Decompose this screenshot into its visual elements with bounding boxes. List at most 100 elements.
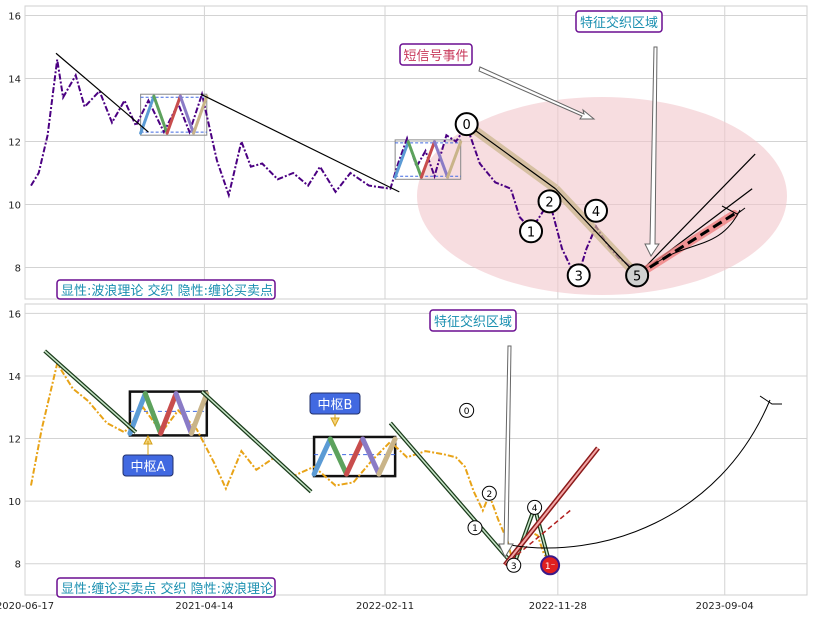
top-bottom-left-text: 显性:波浪理论 交织 隐性:缠论买卖点 — [61, 283, 273, 299]
x-tick-label: 2021-04-14 — [175, 601, 233, 612]
trend-line — [513, 507, 536, 566]
event-label: 短信号事件 — [399, 43, 473, 66]
y-tick-label: 10 — [8, 497, 21, 508]
event-label-text: 短信号事件 — [403, 49, 468, 64]
wave-segment — [188, 391, 210, 436]
y-tick-label: 14 — [8, 372, 21, 383]
trend-line — [466, 123, 556, 190]
wave-segment — [173, 391, 194, 436]
trend-line — [200, 93, 400, 193]
y-tick-label: 12 — [8, 137, 21, 148]
zhongshu-a-text: 中枢A — [131, 460, 166, 475]
wave-point-label: 1 — [527, 225, 535, 240]
top-bottom-left-label: 显性:波浪理论 交织 隐性:缠论买卖点 — [56, 279, 276, 300]
wave-point-label: 2 — [486, 490, 492, 500]
trend-line — [636, 153, 756, 276]
y-tick-label: 8 — [15, 560, 21, 571]
bottom-bottom-left-label: 显性:缠论买卖点 交织 隐性:波浪理论 — [56, 577, 276, 598]
wave-point-label: 0 — [463, 118, 471, 133]
region-label-top: 特征交织区域 — [575, 10, 663, 33]
wave-segment — [376, 436, 398, 477]
bottom-left-body: 缠论买卖点 交织 隐性:波浪理论 — [91, 581, 273, 597]
y-tick-label: 16 — [8, 309, 21, 320]
wave-point-label: 3 — [511, 562, 517, 572]
wave-point-label: 5 — [633, 269, 641, 284]
x-tick-labels: 2020-06-17 2021-04-14 2022-02-11 2022-11-28… — [0, 601, 754, 612]
y-tick-label: 8 — [15, 263, 21, 274]
wave-point-circle — [527, 499, 543, 515]
zhongshu-box — [394, 139, 462, 180]
wave-point-label: 1 — [472, 524, 478, 534]
wave-point-label: 3 — [575, 269, 583, 284]
bottom-wave-zigzags — [127, 391, 398, 477]
top-wave-point-markers: 0 12 3 4 5 — [454, 112, 650, 288]
y-tick-label: 14 — [8, 74, 21, 85]
y-tick-label: 16 — [8, 11, 21, 22]
region-label-bottom: 特征交织区域 — [429, 309, 517, 332]
wave-segment — [432, 140, 450, 179]
wave-segment — [327, 436, 350, 477]
wave-point-label: 4 — [592, 205, 600, 220]
wave-segment — [406, 140, 423, 179]
wave-point-label: 1⁻ — [545, 562, 556, 572]
projection-cap — [759, 395, 782, 405]
wave-point-label: 4 — [532, 504, 538, 514]
wave-segment — [344, 436, 366, 477]
bottom-wave-point-markers: 0 1 2 3 4 1⁻ — [459, 402, 561, 576]
wave-point-label: 0 — [464, 407, 470, 417]
wave-point-label: 2 — [545, 195, 553, 210]
wave-segment — [311, 436, 333, 477]
x-tick-label: 2022-02-11 — [356, 601, 414, 612]
wave-segment — [142, 391, 164, 436]
trend-line — [389, 422, 515, 566]
wave-segment — [360, 436, 382, 477]
top-price-line — [30, 59, 638, 276]
wave-point-circle — [519, 219, 544, 244]
wave-segment — [165, 94, 182, 135]
wave-point-circle — [454, 112, 479, 137]
projection-up-thick-core — [504, 447, 599, 566]
x-tick-label: 2022-11-28 — [529, 601, 587, 612]
zhongshu-b-text: 中枢B — [318, 398, 353, 413]
wave-segment — [192, 94, 209, 135]
forecast-cap — [721, 205, 746, 215]
x-tick-label: 2020-06-17 — [0, 601, 54, 612]
trend-line — [44, 350, 137, 433]
forecast-dashed-line — [636, 212, 736, 277]
zhongshu-a-arrow — [143, 434, 153, 455]
wave-point-circle — [481, 485, 497, 501]
y-tick-label: 10 — [8, 200, 21, 211]
wave-point-circle — [584, 198, 609, 223]
wave-segment — [178, 94, 196, 135]
bottom-left-prefix: 显性: — [61, 582, 91, 597]
zhongshu-a-label: 中枢A — [122, 434, 174, 477]
zhongshu-b-arrow — [330, 414, 340, 428]
event-arrow — [478, 66, 596, 120]
trend-line — [555, 188, 638, 276]
wave-point-circle — [537, 189, 562, 214]
wave-point-circle — [540, 555, 561, 576]
bottom-y-tick-labels: 8 10 12 14 16 — [8, 309, 21, 570]
bottom-bottom-left-text: 显性:缠论买卖点 交织 隐性:波浪理论 — [61, 581, 273, 597]
top-panel: 8 10 12 14 16 0 12 3 4 5 短信号事件 特征交织区域 — [8, 5, 808, 300]
wave-segment — [393, 140, 410, 179]
projection-arc — [509, 399, 771, 549]
wave-point-circle — [459, 402, 475, 418]
wave-point-circle — [566, 263, 591, 288]
bottom-grid — [24, 304, 807, 595]
x-tick-label: 2023-09-04 — [696, 601, 754, 612]
zhongshu-b-label: 中枢B — [309, 392, 361, 428]
wave-point-circle — [467, 520, 483, 536]
wave-point-circle — [506, 557, 522, 573]
trend-line — [55, 52, 149, 133]
region-arrow — [644, 46, 660, 257]
projection-dashed — [504, 508, 573, 566]
wave-segment — [446, 140, 463, 179]
region-label-bottom-text: 特征交织区域 — [434, 314, 512, 330]
region-label-top-text: 特征交织区域 — [580, 15, 658, 31]
region-arrow-bottom — [498, 345, 514, 559]
wave-point-circle — [625, 263, 650, 288]
forecast-arc — [655, 209, 741, 264]
